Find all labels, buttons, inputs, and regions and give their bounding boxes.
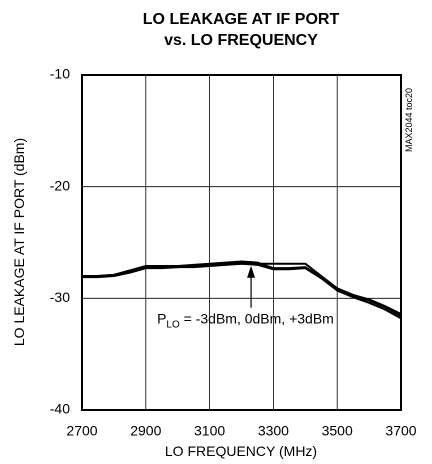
x-tick-label: 3500	[322, 423, 353, 439]
series-line	[82, 260, 402, 318]
y-tick-label: -30	[50, 289, 70, 305]
x-tick-label: 3300	[258, 423, 289, 439]
y-tick-label: -10	[50, 66, 70, 82]
x-tick-label: 2900	[130, 423, 161, 439]
x-tick-label: 3700	[385, 423, 416, 439]
series-line	[82, 261, 402, 315]
annotation: PLO = -3dBm, 0dBm, +3dBm	[157, 311, 334, 331]
series-line	[82, 262, 402, 320]
y-tick-label: -20	[50, 177, 70, 193]
x-axis-label: LO FREQUENCY (MHz)	[165, 443, 317, 459]
y-tick-label: -40	[50, 401, 70, 417]
annotation-sub: LO	[166, 320, 180, 331]
annotation-rest: = -3dBm, 0dBm, +3dBm	[180, 311, 334, 327]
annotation-p: P	[157, 311, 166, 327]
y-axis-label: LO LEAKAGE AT IF PORT (dBm)	[11, 138, 27, 346]
annotation-arrowhead	[247, 265, 256, 278]
chart-title: LO LEAKAGE AT IF PORT	[143, 11, 340, 28]
chart-subtitle: vs. LO FREQUENCY	[164, 32, 318, 49]
plot-frame	[81, 74, 402, 411]
x-tick-label: 2700	[66, 423, 97, 439]
x-tick-label: 3100	[194, 423, 225, 439]
side-note: MAX2044 toc20	[404, 88, 414, 152]
